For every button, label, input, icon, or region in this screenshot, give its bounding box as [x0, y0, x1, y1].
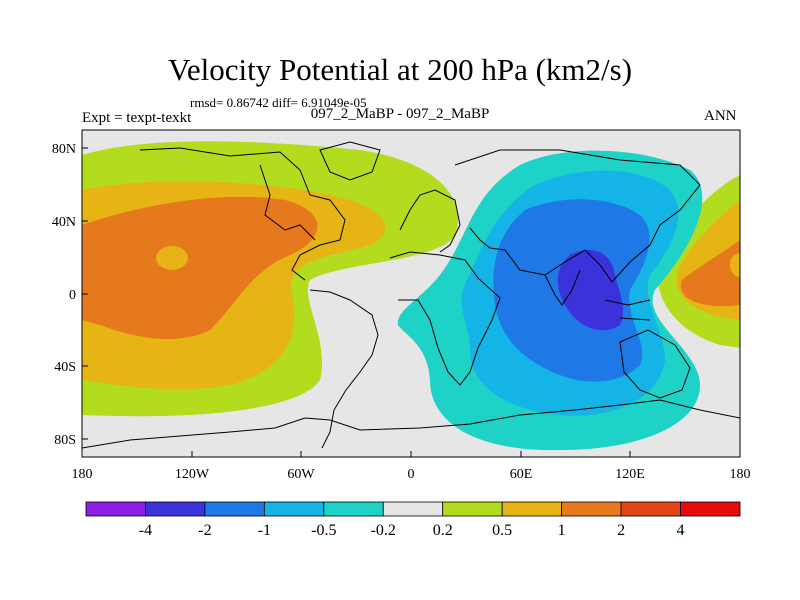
- outline-canada-arctic: [259, 164, 316, 241]
- x-tick-labels: 180 120W 60W 0 60E 120E 180: [72, 467, 751, 482]
- y-tick-label: 40S: [54, 360, 76, 375]
- contour-level-neg2: [557, 250, 624, 331]
- colorbar-label: 1: [558, 522, 566, 539]
- colorbar-label: -0.2: [371, 522, 396, 539]
- x-ticks: [81, 451, 741, 457]
- x-tick-label: 180: [72, 467, 93, 482]
- colorbar-label: -2: [198, 522, 211, 539]
- x-tick-label: 120E: [615, 467, 645, 482]
- case-label: 097_2_MaBP - 097_2_MaBP: [310, 106, 490, 122]
- contour-level-0.5-east-inner: [730, 253, 740, 277]
- colorbar-label: 4: [677, 522, 685, 539]
- stats-label: rmsd= 0.86742 diff= 6.91049e-05: [190, 95, 367, 110]
- x-tick-label: 180: [730, 467, 751, 482]
- outline-australia: [619, 329, 691, 399]
- colorbar-swatch: [382, 501, 444, 517]
- colorbar-swatch: [561, 501, 622, 517]
- colorbar-label: 2: [617, 522, 625, 539]
- colorbar-swatch: [323, 501, 384, 517]
- colorbar-swatch: [263, 501, 325, 517]
- x-tick-label: 120W: [175, 467, 210, 482]
- colorbar-label: -1: [258, 522, 271, 539]
- outline-north-america: [139, 147, 346, 281]
- outline-antarctica: [82, 399, 740, 449]
- y-tick-label: 0: [69, 288, 76, 303]
- outline-africa: [389, 251, 501, 386]
- continent-outlines: [82, 141, 740, 449]
- x-tick-label: 60W: [287, 467, 315, 482]
- contour-level-1-west: [82, 196, 318, 340]
- y-tick-label: 40N: [52, 215, 76, 230]
- contour-field: [82, 130, 740, 457]
- y-tick-labels: 80N 40N 0 40S 80S: [52, 142, 76, 448]
- colorbar-label: 0.5: [492, 522, 512, 539]
- outline-europe: [399, 189, 461, 253]
- outline-maritime-continent: [604, 299, 651, 321]
- colorbar-swatch: [442, 501, 503, 517]
- colorbar-label: -4: [139, 522, 152, 539]
- y-tick-label: 80S: [54, 433, 76, 448]
- colorbar-swatch: [680, 501, 741, 517]
- outline-south-america: [309, 289, 379, 449]
- colorbar-swatch: [85, 501, 146, 517]
- plot-title: Velocity Potential at 200 hPa (km2/s): [167, 52, 633, 87]
- colorbar-swatch: [501, 501, 563, 517]
- y-ticks: [82, 147, 88, 440]
- outline-india: [544, 269, 581, 306]
- contour-level-0.5-center: [156, 246, 188, 270]
- experiment-label: Expt = texpt-texkt: [82, 110, 192, 126]
- x-tick-label: 60E: [510, 467, 533, 482]
- colorbar-label: -0.5: [311, 522, 336, 539]
- colorbar: -4 -2 -1 -0.5 -0.2 0.2 0.5 1 2 4: [85, 501, 741, 539]
- contour-level-1-east: [680, 240, 740, 307]
- y-tick-label: 80N: [52, 142, 76, 157]
- colorbar-swatch: [620, 501, 681, 517]
- colorbar-label: 0.2: [433, 522, 453, 539]
- outline-asia: [454, 149, 701, 283]
- colorbar-swatch: [145, 501, 206, 517]
- season-label: ANN: [704, 108, 737, 124]
- outline-greenland: [319, 141, 381, 181]
- x-tick-label: 0: [408, 467, 415, 482]
- colorbar-swatch: [204, 501, 265, 517]
